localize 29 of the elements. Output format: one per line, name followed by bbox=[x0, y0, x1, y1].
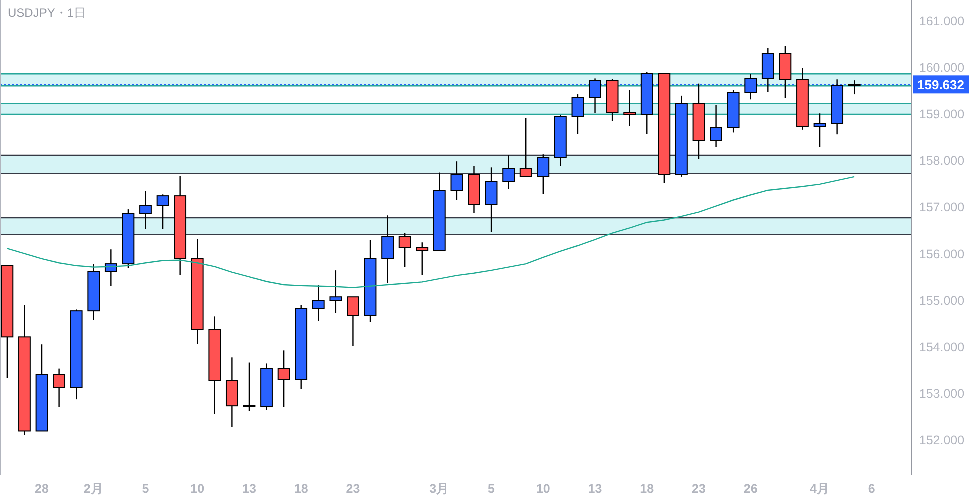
x-tick-label: 28 bbox=[35, 482, 50, 496]
y-tick-label: 156.000 bbox=[919, 247, 965, 262]
x-tick-label: 5 bbox=[142, 482, 150, 496]
x-tick-label: 6 bbox=[868, 482, 876, 496]
x-tick-label: 2月 bbox=[84, 482, 104, 496]
x-tick-label: 13 bbox=[242, 482, 256, 496]
x-tick-label: 23 bbox=[692, 482, 706, 496]
line-series bbox=[6, 176, 856, 288]
y-tick-label: 159.000 bbox=[919, 108, 965, 122]
text: USDJPY・1日 bbox=[8, 6, 86, 20]
x-tick-label: 5 bbox=[488, 482, 496, 496]
y-tick-label: 153.000 bbox=[919, 387, 965, 402]
x-tick-label: 4月 bbox=[810, 482, 830, 496]
x-tick-label: 18 bbox=[294, 482, 308, 496]
ref-line-label: 159.632 bbox=[918, 78, 964, 93]
y-tick-label: 155.000 bbox=[919, 294, 965, 308]
y-tick-label: 158.000 bbox=[919, 154, 965, 168]
x-tick-label: 18 bbox=[640, 482, 654, 496]
x-tick-label: 10 bbox=[190, 482, 205, 496]
x-tick-label: 3月 bbox=[430, 482, 450, 496]
x-tick-label: 10 bbox=[536, 482, 550, 496]
y-tick-label: 157.000 bbox=[919, 200, 965, 215]
y-tick-label: 152.000 bbox=[919, 434, 965, 448]
y-tick-label: 154.000 bbox=[919, 340, 965, 354]
x-tick-label: 23 bbox=[346, 482, 360, 496]
y-tick-label: 160.000 bbox=[919, 61, 965, 76]
y-tick-label: 161.000 bbox=[919, 14, 965, 28]
x-tick-label: 13 bbox=[588, 482, 602, 496]
x-tick-label: 26 bbox=[744, 482, 758, 496]
